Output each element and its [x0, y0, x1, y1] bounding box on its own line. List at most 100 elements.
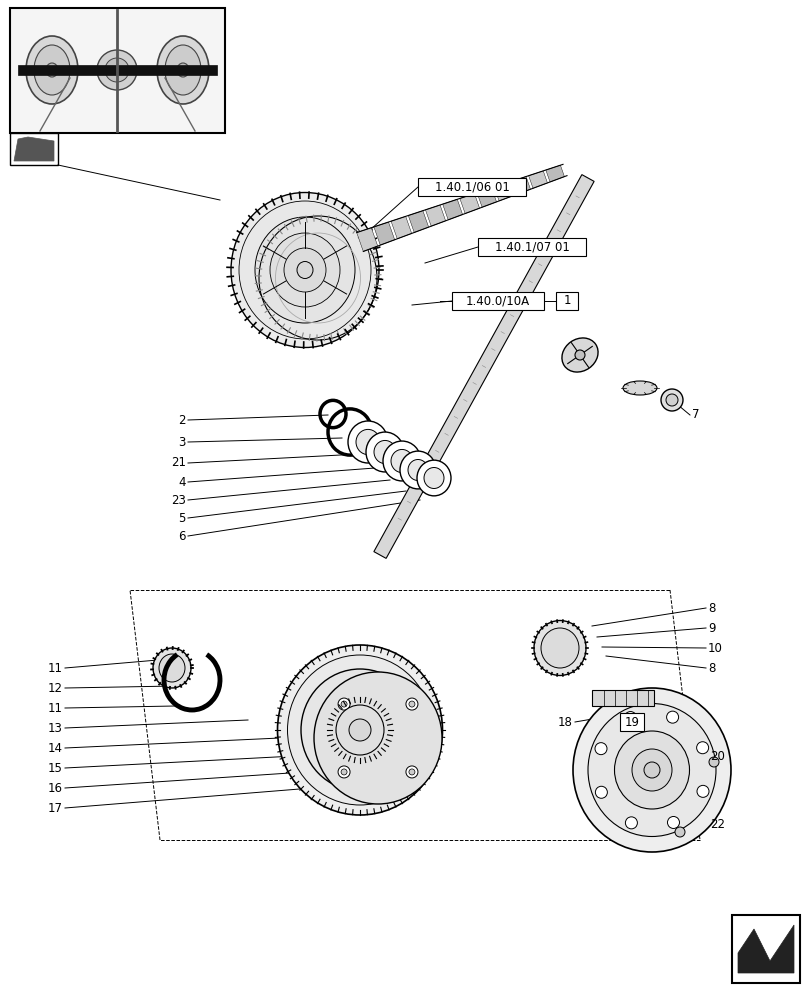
Bar — [10, 8, 225, 133]
Circle shape — [594, 743, 607, 755]
Text: 1: 1 — [563, 294, 570, 308]
Ellipse shape — [34, 45, 70, 95]
Ellipse shape — [230, 192, 379, 348]
Ellipse shape — [391, 449, 413, 473]
Text: 1.40.0/10A: 1.40.0/10A — [466, 294, 530, 308]
Polygon shape — [14, 137, 54, 161]
Text: 23: 23 — [171, 493, 186, 506]
Bar — [478, 238, 586, 256]
Ellipse shape — [177, 63, 189, 77]
Polygon shape — [476, 188, 496, 207]
Ellipse shape — [46, 63, 58, 77]
Polygon shape — [425, 205, 445, 226]
Polygon shape — [373, 222, 394, 245]
Text: 21: 21 — [171, 456, 186, 470]
Circle shape — [674, 827, 684, 837]
Ellipse shape — [631, 749, 672, 791]
Circle shape — [624, 817, 637, 829]
Ellipse shape — [26, 36, 78, 104]
Ellipse shape — [355, 429, 380, 455]
Ellipse shape — [277, 645, 442, 815]
Ellipse shape — [284, 248, 325, 292]
Circle shape — [667, 816, 679, 828]
Text: 8: 8 — [707, 662, 714, 674]
Ellipse shape — [622, 381, 656, 395]
Circle shape — [696, 785, 708, 797]
Text: 16: 16 — [48, 782, 63, 794]
Bar — [620, 713, 643, 731]
Ellipse shape — [314, 672, 441, 804]
Text: 17: 17 — [48, 802, 63, 814]
Ellipse shape — [165, 45, 201, 95]
Polygon shape — [442, 199, 462, 220]
Text: 5: 5 — [178, 512, 186, 524]
Polygon shape — [391, 216, 411, 239]
Text: 10: 10 — [707, 642, 722, 654]
Text: 11: 11 — [48, 702, 63, 714]
Polygon shape — [737, 925, 793, 973]
Circle shape — [708, 757, 718, 767]
Ellipse shape — [336, 705, 384, 755]
Text: 1.40.1/06 01: 1.40.1/06 01 — [434, 180, 508, 194]
Circle shape — [406, 766, 418, 778]
Polygon shape — [511, 177, 530, 195]
Circle shape — [409, 701, 414, 707]
Circle shape — [624, 712, 636, 724]
Circle shape — [409, 769, 414, 775]
Text: 6: 6 — [178, 530, 186, 542]
Ellipse shape — [574, 350, 584, 360]
Circle shape — [666, 711, 678, 723]
Ellipse shape — [348, 421, 388, 463]
Polygon shape — [545, 165, 564, 182]
Ellipse shape — [349, 719, 371, 741]
Text: 22: 22 — [709, 818, 724, 830]
Text: 14: 14 — [48, 742, 63, 754]
Polygon shape — [591, 690, 653, 706]
Circle shape — [406, 698, 418, 710]
Text: 19: 19 — [624, 716, 639, 728]
Circle shape — [337, 766, 350, 778]
Text: 3: 3 — [178, 436, 186, 448]
Ellipse shape — [665, 394, 677, 406]
Ellipse shape — [383, 441, 420, 481]
Polygon shape — [494, 182, 513, 201]
Text: 15: 15 — [48, 762, 63, 774]
Ellipse shape — [297, 261, 312, 278]
Polygon shape — [408, 211, 428, 232]
Text: 18: 18 — [557, 716, 573, 728]
Ellipse shape — [152, 648, 191, 688]
Ellipse shape — [238, 201, 371, 339]
Circle shape — [341, 701, 346, 707]
Ellipse shape — [573, 688, 730, 852]
Bar — [418, 178, 526, 196]
Ellipse shape — [374, 440, 396, 464]
Circle shape — [696, 742, 708, 754]
Bar — [452, 292, 543, 310]
Text: 1.40.1/07 01: 1.40.1/07 01 — [494, 240, 569, 253]
Text: 11: 11 — [48, 662, 63, 674]
Text: 9: 9 — [707, 621, 714, 635]
Ellipse shape — [643, 762, 659, 778]
Ellipse shape — [366, 432, 404, 472]
Text: 20: 20 — [709, 750, 724, 762]
Ellipse shape — [400, 451, 436, 489]
Ellipse shape — [157, 36, 208, 104]
Circle shape — [341, 769, 346, 775]
Polygon shape — [373, 175, 594, 558]
Ellipse shape — [301, 669, 418, 791]
Ellipse shape — [534, 620, 586, 676]
Ellipse shape — [105, 58, 129, 82]
Ellipse shape — [540, 628, 578, 668]
Ellipse shape — [97, 50, 137, 90]
Ellipse shape — [159, 654, 185, 682]
Text: 4: 4 — [178, 476, 186, 488]
Ellipse shape — [417, 460, 450, 496]
Polygon shape — [528, 171, 547, 188]
Polygon shape — [459, 194, 479, 214]
Text: 7: 7 — [691, 408, 698, 422]
Ellipse shape — [270, 233, 340, 307]
Circle shape — [594, 786, 607, 798]
Text: 2: 2 — [178, 414, 186, 426]
Bar — [731, 915, 799, 983]
Bar — [10, 133, 58, 165]
